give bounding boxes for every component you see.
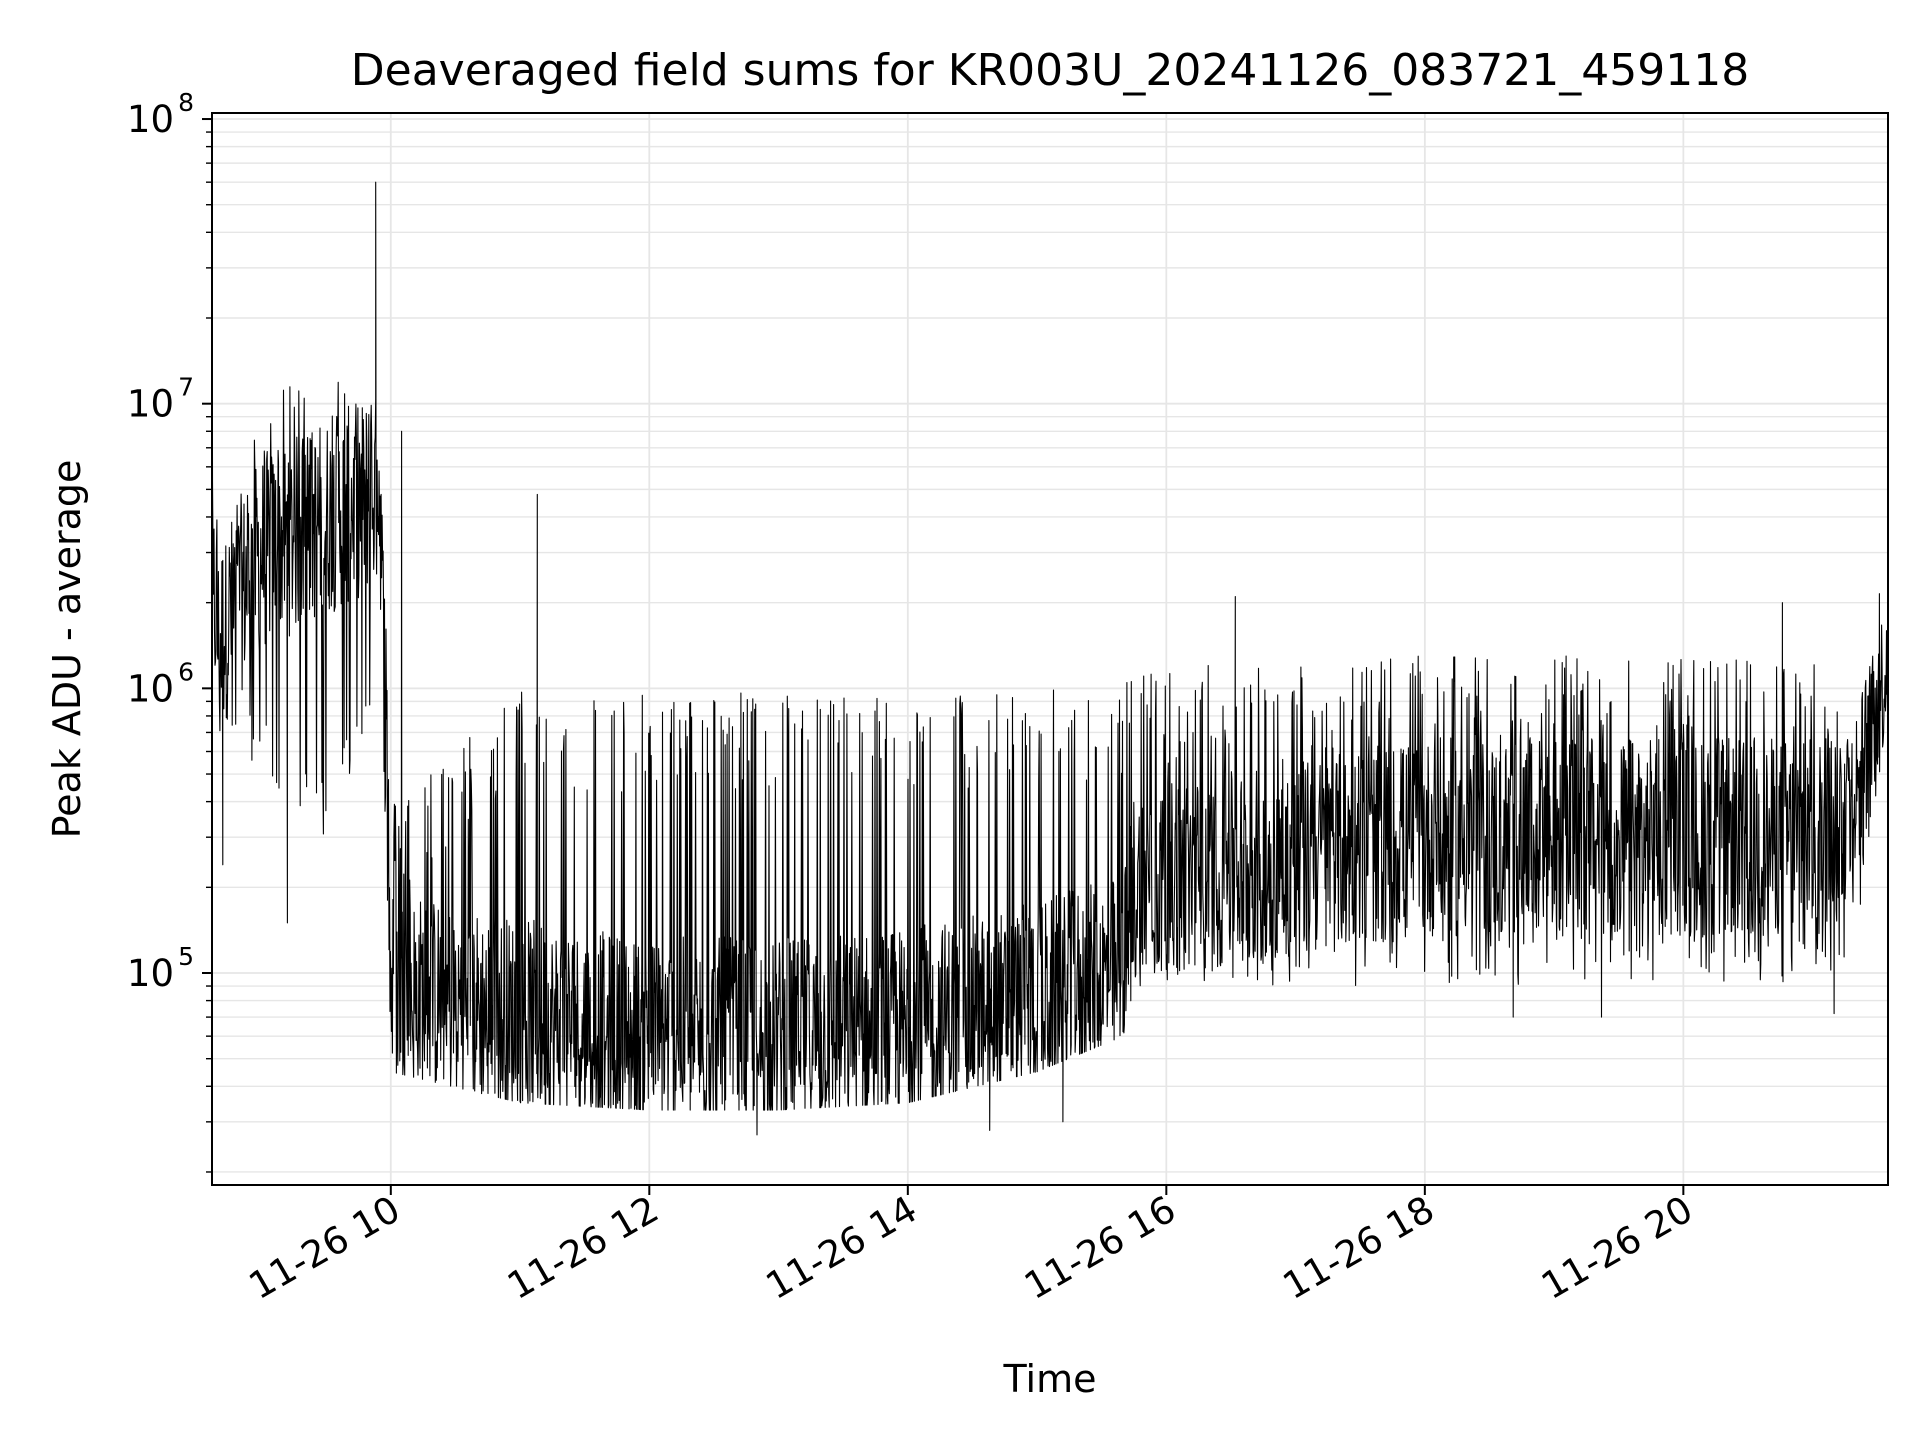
y-tick-label-exponent: 8 xyxy=(178,88,194,117)
plot-frame xyxy=(211,112,1889,1186)
y-tick-label-exponent: 5 xyxy=(178,942,194,971)
y-axis-label: Peak ADU - average xyxy=(45,460,89,839)
y-tick-label: 10 xyxy=(127,952,174,995)
data-series xyxy=(211,162,1889,1136)
y-tick-label: 10 xyxy=(127,98,174,141)
y-tick-label-exponent: 6 xyxy=(178,657,194,686)
y-tick-label: 10 xyxy=(127,383,174,426)
x-axis-label: Time xyxy=(1003,1357,1097,1401)
series-line xyxy=(211,162,1889,1136)
y-tick-label-exponent: 7 xyxy=(178,373,194,402)
chart-title: Deaveraged field sums for KR003U_2024112… xyxy=(351,45,1749,96)
y-tick-label: 10 xyxy=(127,667,174,710)
